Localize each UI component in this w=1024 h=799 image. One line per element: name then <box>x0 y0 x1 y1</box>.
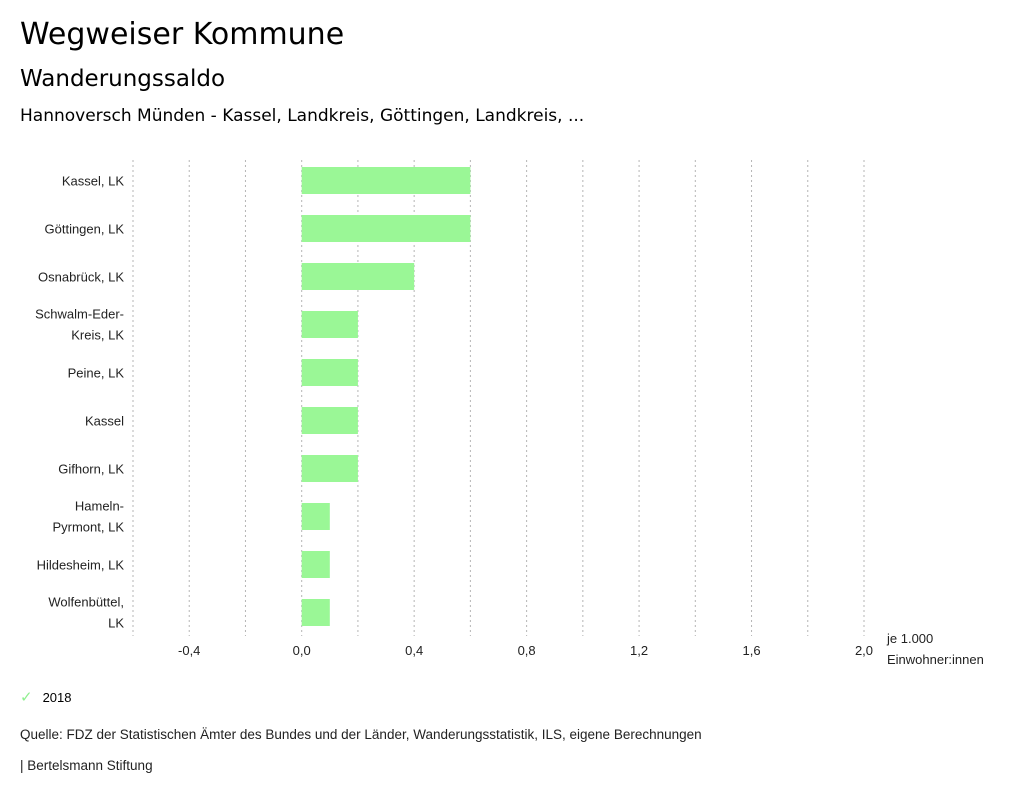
bar[interactable] <box>301 599 330 626</box>
credit-note: | Bertelsmann Stiftung <box>20 758 153 773</box>
x-tick-label: 1,6 <box>742 643 760 658</box>
bar[interactable] <box>301 263 415 290</box>
bar-chart: Kassel, LK Göttingen, LK Osnabrück, LK Schw… <box>35 160 984 667</box>
bar[interactable] <box>301 551 330 578</box>
x-tick-labels: -0,4 0,0 0,4 0,8 1,2 1,6 2,0 <box>178 643 873 658</box>
page-title: Wegweiser Kommune <box>20 17 345 52</box>
category-label: Wolfenbüttel, <box>48 595 124 610</box>
category-label: Peine, LK <box>68 366 125 381</box>
category-label: Kassel, LK <box>62 174 124 189</box>
bar[interactable] <box>301 311 358 338</box>
x-tick-label: 0,0 <box>293 643 311 658</box>
category-label: Gifhorn, LK <box>58 462 124 477</box>
bars <box>301 167 471 626</box>
category-label: LK <box>108 616 124 631</box>
category-label: Schwalm-Eder- <box>35 307 124 322</box>
bar[interactable] <box>301 215 471 242</box>
category-label: Pyrmont, LK <box>52 520 124 535</box>
bar[interactable] <box>301 407 358 434</box>
chart-subtitle: Wanderungssaldo <box>20 66 226 92</box>
category-label: Hameln- <box>75 499 124 514</box>
source-note: Quelle: FDZ der Statistischen Ämter des … <box>20 727 702 742</box>
category-label: Kassel <box>85 414 124 429</box>
category-label: Göttingen, LK <box>45 222 125 237</box>
bar[interactable] <box>301 359 358 386</box>
region-title: Hannoversch Münden - Kassel, Landkreis, … <box>20 106 585 126</box>
bar[interactable] <box>301 167 471 194</box>
check-icon: ✓ <box>20 689 33 706</box>
x-tick-label: -0,4 <box>178 643 200 658</box>
unit-label-line: je 1.000 <box>886 631 933 646</box>
bar[interactable] <box>301 455 358 482</box>
category-label: Osnabrück, LK <box>38 270 124 285</box>
x-tick-label: 2,0 <box>855 643 873 658</box>
category-label: Kreis, LK <box>71 328 124 343</box>
unit-label: je 1.000 Einwohner:innen <box>886 631 984 667</box>
bar[interactable] <box>301 503 330 530</box>
legend-label: 2018 <box>42 689 72 705</box>
grid-lines <box>132 160 865 636</box>
x-tick-label: 1,2 <box>630 643 648 658</box>
legend[interactable]: ✓ 2018 <box>20 688 72 706</box>
unit-label-line: Einwohner:innen <box>887 652 984 667</box>
category-label: Hildesheim, LK <box>37 558 125 573</box>
x-tick-label: 0,8 <box>518 643 536 658</box>
x-tick-label: 0,4 <box>405 643 423 658</box>
category-labels: Kassel, LK Göttingen, LK Osnabrück, LK Schw… <box>35 174 124 631</box>
